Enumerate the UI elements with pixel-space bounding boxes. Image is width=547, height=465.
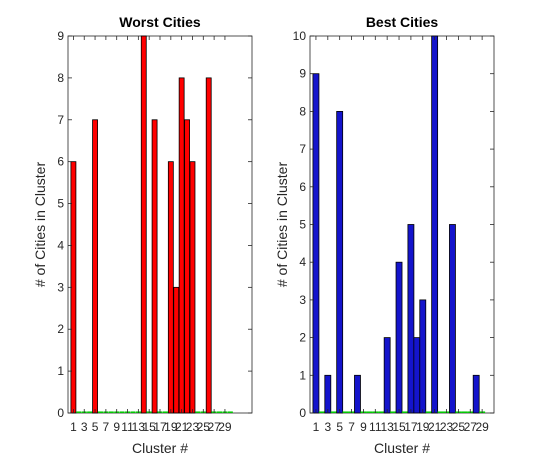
bar [354,374,361,414]
y-tick-label: 5 [299,218,306,232]
x-tick-label: 21 [175,420,189,434]
y-tick-label: 7 [299,142,306,156]
bar [178,77,185,414]
x-tick-label: 15 [142,420,156,434]
y-tick-label: 4 [57,238,64,252]
y-tick-label: 6 [299,180,306,194]
y-tick-label: 3 [299,293,306,307]
x-tick-label: 1 [313,420,320,434]
x-tick-label: 3 [324,420,331,434]
x-tick-label: 19 [416,420,430,434]
x-tick-label: 23 [186,420,200,434]
bar [205,77,212,414]
y-tick-label: 8 [299,104,306,118]
bar [312,73,320,414]
x-tick-label: 7 [348,420,355,434]
chart-title: Best Cities [366,14,439,30]
x-tick-label: 17 [153,420,167,434]
y-tick-label: 9 [57,29,64,43]
x-tick-label: 25 [452,420,466,434]
x-tick-label: 19 [164,420,178,434]
bar [189,161,196,414]
x-tick-label: 11 [121,420,134,434]
y-tick-label: 0 [57,406,64,420]
x-tick-label: 9 [360,420,367,434]
y-tick-label: 4 [299,255,306,269]
x-tick-label: 1 [70,420,77,434]
bar [413,337,421,414]
bar [92,119,98,414]
y-tick-label: 2 [299,331,306,345]
bar [324,374,332,414]
x-tick-label: 27 [464,420,478,434]
bar [167,161,174,414]
bar [151,119,158,414]
x-tick-label: 13 [380,420,394,434]
y-axis-label: # of Cities in Cluster [32,162,48,288]
x-axis-label: Cluster # [374,440,430,456]
x-tick-label: 13 [132,420,146,434]
x-tick-label: 9 [113,420,120,434]
bar [184,119,190,414]
x-tick-label: 3 [81,420,88,434]
x-tick-label: 7 [103,420,110,434]
bar [336,111,344,414]
y-tick-label: 8 [57,71,64,85]
x-tick-label: 27 [207,420,221,434]
bar [407,224,415,414]
x-tick-label: 23 [440,420,454,434]
bar [419,299,427,414]
bar [431,35,439,414]
y-tick-label: 2 [57,322,64,336]
x-tick-label: 29 [475,420,489,434]
x-tick-label: 21 [428,420,442,434]
y-tick-label: 3 [57,280,64,294]
y-tick-label: 6 [57,155,64,169]
bar [383,337,391,414]
y-tick-label: 9 [299,67,306,81]
x-tick-label: 29 [218,420,232,434]
x-tick-label: 25 [197,420,211,434]
bar [472,374,480,414]
y-tick-label: 1 [57,364,64,378]
x-tick-label: 5 [336,420,343,434]
x-tick-label: 15 [392,420,406,434]
bar [395,261,403,414]
y-tick-label: 0 [299,406,306,420]
y-tick-label: 1 [299,368,306,382]
axes-frame [67,35,253,414]
y-tick-label: 7 [57,113,64,127]
y-axis-label: # of Cities in Cluster [274,162,290,288]
x-tick-label: 11 [369,420,382,434]
bar [140,35,147,414]
bar [449,224,456,414]
y-tick-label: 5 [57,197,64,211]
bar [173,286,180,414]
chart-title: Worst Cities [119,14,201,30]
x-tick-label: 5 [92,420,99,434]
y-tick-label: 10 [293,29,307,43]
x-axis-label: Cluster # [132,440,188,456]
x-tick-label: 17 [404,420,418,434]
